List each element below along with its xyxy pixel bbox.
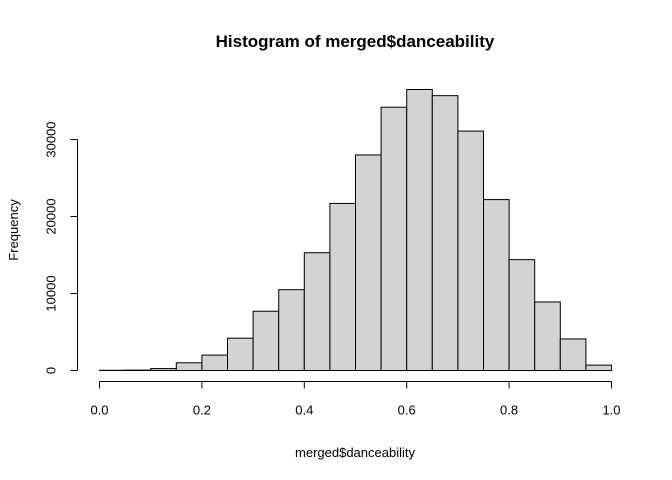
y-axis-label: Frequency: [6, 199, 21, 261]
histogram-bar: [534, 301, 561, 371]
histogram-bar: [227, 337, 254, 371]
histogram-bar: [508, 259, 536, 372]
histogram-bar: [252, 310, 280, 372]
y-tick-label: 10000: [44, 275, 59, 311]
histogram-bar: [483, 199, 510, 371]
histogram-bar: [559, 338, 587, 371]
x-tick-label: 0.4: [295, 403, 313, 418]
y-tick-label: 0: [44, 367, 59, 374]
histogram-bar: [380, 106, 408, 371]
x-axis-label: merged$danceability: [295, 445, 415, 460]
histogram-bar: [175, 362, 203, 371]
histogram-bar: [355, 154, 382, 371]
chart-title: Histogram of merged$danceability: [216, 32, 495, 51]
x-tick-label: 1.0: [602, 403, 620, 418]
histogram-bar: [150, 368, 177, 372]
histogram-bar: [329, 202, 356, 371]
x-tick-label: 0.8: [500, 403, 518, 418]
histogram-bar: [431, 95, 459, 371]
x-tick-label: 0.2: [193, 403, 211, 418]
histogram-bar: [303, 252, 331, 371]
y-axis-ticks: 0 10000 20000 30000: [44, 121, 78, 374]
histogram-bar: [457, 130, 484, 371]
histogram-bar: [201, 354, 228, 372]
x-tick-label: 0.6: [398, 403, 416, 418]
x-tick-label: 0.0: [90, 403, 108, 418]
bars-group: [99, 89, 613, 372]
histogram-bar: [406, 89, 433, 371]
y-tick-label: 20000: [44, 198, 59, 234]
x-axis-ticks: 0.0 0.2 0.4 0.6 0.8 1.0: [90, 381, 621, 418]
y-tick-label: 30000: [44, 121, 59, 157]
histogram-bar: [585, 364, 613, 372]
histogram-bar: [278, 289, 305, 372]
